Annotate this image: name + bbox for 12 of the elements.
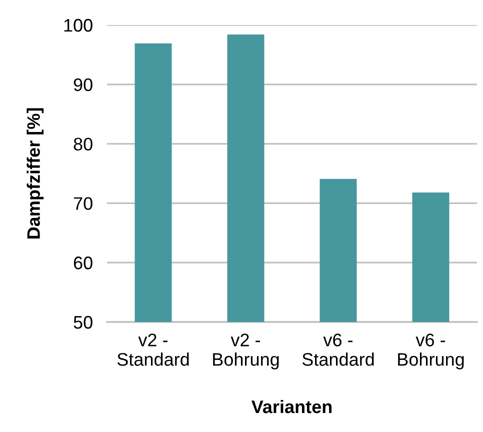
x-tick-label: v2 - Standard	[117, 334, 189, 366]
x-axis-title: Varianten	[251, 400, 332, 414]
y-tick-label: 50	[74, 316, 92, 329]
y-axis-title: Dampfziffer [%]	[26, 108, 44, 238]
y-tick-label: 100	[64, 18, 92, 32]
y-tick-label: 80	[74, 138, 92, 151]
x-tick-label: v6 - Bohrung	[398, 334, 464, 370]
y-tick-label: 70	[74, 197, 92, 210]
x-tick-label: v2 - Bohrung	[213, 334, 279, 370]
x-tick-label: v6 - Standard	[302, 334, 374, 366]
y-tick-label: 60	[74, 256, 92, 270]
y-tick-label: 90	[74, 78, 92, 92]
